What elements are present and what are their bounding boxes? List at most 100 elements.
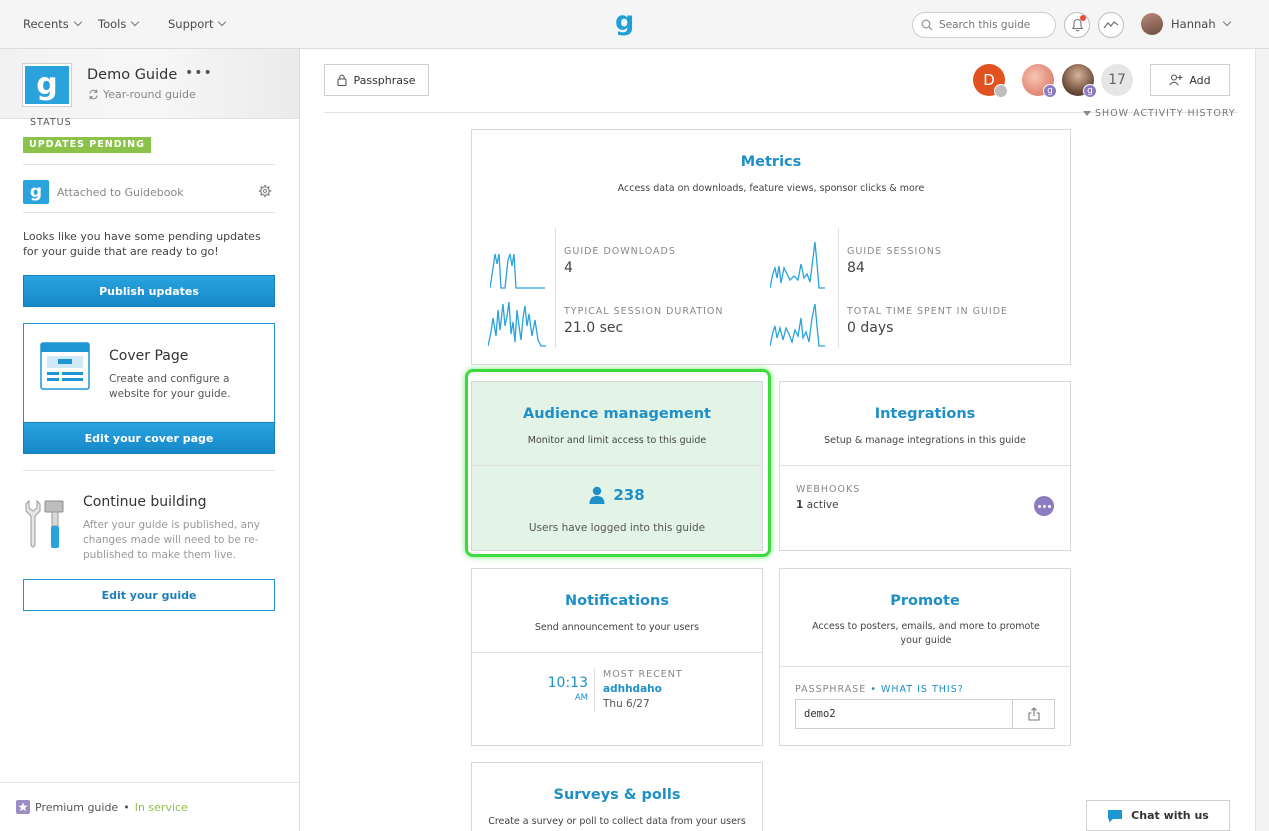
- integrations-subtitle: Setup & manage integrations in this guid…: [824, 435, 1026, 446]
- share-icon: [1027, 707, 1040, 721]
- integrations-card[interactable]: Integrations Setup & manage integrations…: [779, 381, 1071, 551]
- what-is-this-link[interactable]: WHAT IS THIS?: [880, 684, 964, 695]
- audience-count: 238: [613, 486, 645, 504]
- status-label: STATUS: [30, 117, 72, 128]
- collaborator-count[interactable]: 17: [1101, 64, 1133, 96]
- menu-tools[interactable]: Tools: [98, 17, 140, 31]
- passphrase-button[interactable]: Passphrase: [324, 64, 429, 96]
- time-spent-sparkline: [770, 303, 825, 347]
- notifications-title: Notifications: [565, 593, 669, 609]
- top-bar: Recents Tools Support g Hannah: [0, 0, 1269, 49]
- promote-card[interactable]: Promote Access to posters, emails, and m…: [779, 568, 1071, 746]
- passphrase-input[interactable]: [795, 699, 1013, 729]
- guide-name: Demo Guide: [87, 67, 178, 83]
- add-user-icon: [1169, 74, 1183, 86]
- chat-with-us-button[interactable]: Chat with us: [1086, 800, 1230, 831]
- webpage-icon: [40, 342, 90, 390]
- downloads-sparkline: [490, 253, 545, 289]
- guidebook-badge-icon: g: [1083, 84, 1097, 98]
- sidebar: g Demo Guide ••• Year-round guide STATUS…: [0, 49, 300, 831]
- divider: [23, 212, 275, 213]
- most-recent-name[interactable]: adhhdaho: [603, 683, 662, 695]
- metric-label-downloads: GUIDE DOWNLOADS: [564, 246, 676, 257]
- more-options-icon[interactable]: [1034, 496, 1054, 516]
- audience-title: Audience management: [523, 406, 711, 422]
- edit-guide-button[interactable]: Edit your guide: [23, 579, 275, 611]
- duration-sparkline: [488, 301, 546, 347]
- cover-page-card: Cover Page Create and configure a websit…: [23, 323, 275, 454]
- search-input[interactable]: [939, 19, 1051, 31]
- audience-caption: Users have logged into this guide: [528, 522, 706, 534]
- metric-value-time-spent: 0 days: [847, 320, 894, 336]
- continue-building-description: After your guide is published, any chang…: [83, 519, 260, 561]
- guide-logo: g: [23, 64, 71, 106]
- divider: [594, 668, 595, 712]
- caret-down-icon: [1083, 111, 1091, 116]
- edit-cover-page-button[interactable]: Edit your cover page: [23, 422, 275, 454]
- passphrase-row: PASSPHRASE • WHAT IS THIS?: [795, 684, 964, 695]
- metric-label-sessions: GUIDE SESSIONS: [847, 246, 942, 257]
- search-box[interactable]: [912, 12, 1056, 38]
- chevron-down-icon: [218, 17, 227, 27]
- scrollbar[interactable]: [1255, 49, 1269, 831]
- notification-ampm: AM: [574, 693, 588, 703]
- chevron-down-icon: [73, 17, 82, 27]
- notifications-card[interactable]: Notifications Send announcement to your …: [471, 568, 763, 746]
- promote-title: Promote: [890, 593, 960, 609]
- search-icon: [921, 19, 933, 31]
- gear-icon[interactable]: [258, 184, 272, 198]
- status-badge: UPDATES PENDING: [23, 137, 151, 153]
- most-recent-date: Thu 6/27: [603, 698, 650, 710]
- avatar: [1141, 13, 1163, 35]
- divider: [838, 228, 839, 348]
- guide-type: Year-round guide: [88, 88, 196, 101]
- divider: [23, 164, 275, 165]
- webhooks-label: WEBHOOKS: [796, 484, 861, 495]
- metrics-card[interactable]: Metrics Access data on downloads, featur…: [471, 129, 1071, 365]
- webhooks-status: 1 active: [796, 499, 839, 511]
- most-recent-label: MOST RECENT: [603, 669, 683, 680]
- crown-badge-icon: [994, 84, 1008, 98]
- divider: [780, 465, 1070, 466]
- more-options-icon[interactable]: •••: [185, 65, 213, 81]
- chevron-down-icon: [131, 17, 140, 27]
- divider: [324, 112, 1238, 113]
- surveys-title: Surveys & polls: [553, 787, 681, 803]
- service-status: In service: [134, 800, 188, 814]
- guidebook-logo-small: g: [23, 180, 49, 204]
- user-menu[interactable]: Hannah: [1141, 13, 1231, 35]
- pending-message: Looks like you have some pending updates…: [23, 230, 261, 258]
- divider: [472, 465, 762, 466]
- refresh-icon: [89, 89, 98, 100]
- share-button[interactable]: [1012, 699, 1055, 729]
- cover-page-description: Create and configure a website for your …: [109, 373, 231, 400]
- activity-button[interactable]: [1098, 12, 1124, 38]
- cover-page-title: Cover Page: [109, 348, 189, 364]
- sessions-sparkline: [770, 241, 825, 289]
- premium-footer: Premium guide • In service: [0, 782, 299, 831]
- guidebook-badge-icon: g: [1043, 84, 1057, 98]
- metric-value-sessions: 84: [847, 260, 865, 276]
- show-activity-history-link[interactable]: SHOW ACTIVITY HISTORY: [1083, 108, 1236, 119]
- menu-support[interactable]: Support: [168, 17, 227, 31]
- notification-time: 10:13: [547, 675, 588, 691]
- add-collaborator-button[interactable]: Add: [1150, 64, 1230, 96]
- menu-recents[interactable]: Recents: [23, 17, 82, 31]
- divider: [23, 470, 275, 471]
- metrics-subtitle: Access data on downloads, feature views,…: [617, 183, 925, 194]
- guide-header: g Demo Guide ••• Year-round guide: [0, 49, 299, 119]
- tools-icon: [25, 499, 64, 548]
- notification-dot: [1080, 15, 1086, 21]
- guidebook-logo[interactable]: g: [615, 6, 635, 37]
- user-icon: [589, 486, 605, 504]
- publish-updates-button[interactable]: Publish updates: [23, 275, 275, 307]
- metric-label-time-spent: TOTAL TIME SPENT IN GUIDE: [847, 306, 1009, 317]
- notifications-subtitle: Send announcement to your users: [534, 622, 700, 633]
- audience-management-card[interactable]: Audience management Monitor and limit ac…: [471, 381, 763, 551]
- metric-label-duration: TYPICAL SESSION DURATION: [564, 306, 724, 317]
- notifications-button[interactable]: [1064, 12, 1090, 38]
- integrations-title: Integrations: [874, 406, 976, 422]
- attached-row: g Attached to Guidebook: [23, 180, 184, 204]
- surveys-polls-card[interactable]: Surveys & polls Create a survey or poll …: [471, 762, 763, 831]
- metric-value-duration: 21.0 sec: [564, 320, 624, 336]
